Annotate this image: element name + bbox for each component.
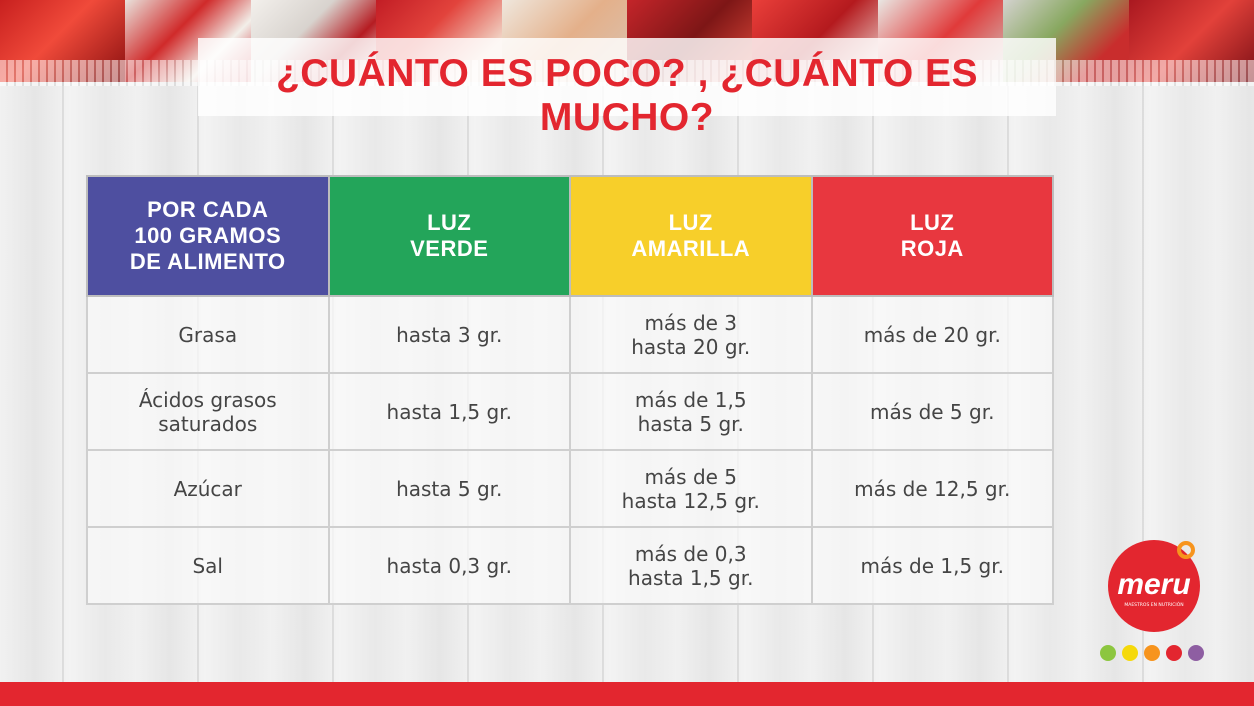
table-row: Grasa hasta 3 gr. más de 3 hasta 20 gr. … [86,295,1054,374]
table-row: Sal hasta 0,3 gr. más de 0,3 hasta 1,5 g… [86,526,1054,605]
green-cell: hasta 3 gr. [327,295,571,374]
red-cell: más de 12,5 gr. [810,449,1054,528]
logo-wordmark: meru [1117,568,1190,601]
logo-dot [1100,645,1116,661]
nutrient-cell: Grasa [86,295,330,374]
nutrient-cell: Sal [86,526,330,605]
yellow-cell: más de 5 hasta 12,5 gr. [569,449,813,528]
title-backdrop [198,38,1056,116]
table-row: Ácidos grasos saturados hasta 1,5 gr. má… [86,372,1054,451]
yellow-cell: más de 3 hasta 20 gr. [569,295,813,374]
meru-logo: meru MAESTROS EN NUTRICIÓN [1100,540,1216,670]
red-cell: más de 20 gr. [810,295,1054,374]
header-green-light: LUZ VERDE [327,175,571,297]
page-title: ¿CUÁNTO ES POCO? , ¿CUÁNTO ES MUCHO? [275,52,979,139]
header-red-light: LUZ ROJA [810,175,1054,297]
logo-tagline: MAESTROS EN NUTRICIÓN [1124,601,1183,608]
meru-logo-graphic: meru MAESTROS EN NUTRICIÓN [1100,540,1204,661]
red-cell: más de 1,5 gr. [810,526,1054,605]
nutrient-cell: Ácidos grasos saturados [86,372,330,451]
header-per-100g: POR CADA 100 GRAMOS DE ALIMENTO [86,175,330,297]
nutrient-cell: Azúcar [86,449,330,528]
logo-dot [1122,645,1138,661]
logo-dots [1100,645,1204,661]
green-cell: hasta 5 gr. [327,449,571,528]
header-yellow-light: LUZ AMARILLA [569,175,813,297]
logo-dot [1144,645,1160,661]
table-row: Azúcar hasta 5 gr. más de 5 hasta 12,5 g… [86,449,1054,528]
yellow-cell: más de 1,5 hasta 5 gr. [569,372,813,451]
logo-dot [1188,645,1204,661]
green-cell: hasta 0,3 gr. [327,526,571,605]
logo-dot [1166,645,1182,661]
table-header-row: POR CADA 100 GRAMOS DE ALIMENTO LUZ VERD… [86,175,1054,297]
red-cell: más de 5 gr. [810,372,1054,451]
traffic-light-table: POR CADA 100 GRAMOS DE ALIMENTO LUZ VERD… [86,175,1054,605]
bottom-red-bar [0,682,1254,706]
yellow-cell: más de 0,3 hasta 1,5 gr. [569,526,813,605]
green-cell: hasta 1,5 gr. [327,372,571,451]
